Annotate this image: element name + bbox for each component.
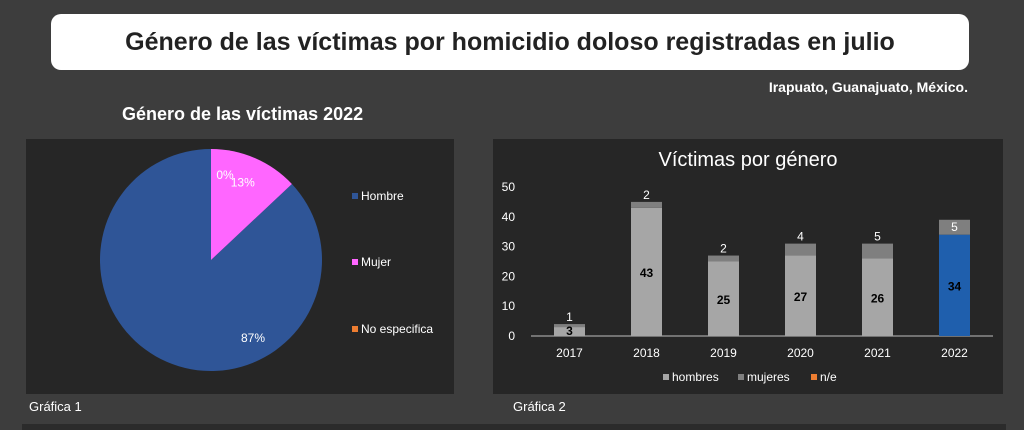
bar-hombres-2021 [862,258,893,336]
y-tick-label: 40 [502,210,516,224]
legend-marker-mujeres [738,374,744,380]
pie-slice-mujer [211,149,292,260]
legend-label: hombres [672,370,719,384]
pie-value-label: 87% [241,331,265,345]
bar-mujeres-2021 [862,243,893,259]
chart1-caption: Gráfica 1 [29,399,82,414]
y-tick-label: 20 [502,269,516,283]
data-label-hombres: 27 [794,290,808,304]
data-label-mujeres: 4 [797,230,804,244]
bar-chart: Víctimas por género 0 10 20 30 40 50 31 2017 43 2 2… [502,149,993,384]
data-label-hombres: 3 [566,324,573,338]
y-tick-label: 0 [508,329,515,343]
data-label-mujeres: 1 [566,310,573,324]
legend-marker-2 [352,326,358,332]
x-tick-label: 2022 [941,346,968,360]
bar-hombres-2019 [708,261,739,336]
data-label-mujeres: 2 [720,242,727,256]
pie-value-label: 13% [231,176,255,190]
bar-mujeres-2020 [785,243,816,256]
bar-chart-title: Víctimas por género [659,149,838,171]
x-tick-label: 2019 [710,346,737,360]
bar-hombres-2018 [631,207,662,336]
pie-value-label: 0% [216,168,234,182]
data-label-mujeres: 2 [643,188,650,202]
bar-hombres-2017 [554,327,585,336]
legend-marker-n/e [811,374,817,380]
bottom-strip [22,424,1006,430]
legend-marker-1 [352,259,358,265]
bar-mujeres-2017 [554,324,585,328]
legend-label: mujeres [747,370,790,384]
legend-label: Mujer [361,255,391,269]
bar-mujeres-2022 [939,219,970,235]
data-label-mujeres: 5 [951,220,958,234]
x-tick-label: 2017 [556,346,583,360]
data-label-hombres: 43 [640,266,654,280]
y-tick-label: 30 [502,240,516,254]
bar-hombres-2022 [939,234,970,336]
legend-label: Hombre [361,189,404,203]
x-tick-label: 2021 [864,346,891,360]
data-label-hombres: 34 [948,279,962,293]
legend-marker-0 [352,193,358,199]
y-tick-label: 50 [502,180,516,194]
data-label-mujeres: 5 [874,230,881,244]
legend-label: n/e [820,370,837,384]
title-banner: Género de las víctimas por homicidio dol… [51,14,969,70]
page-title: Género de las víctimas por homicidio dol… [125,27,895,56]
chart2-caption: Gráfica 2 [513,399,566,414]
pie-chart-panel: 87% 13% 0% Hombre Mujer No especifica [26,139,454,394]
bar-mujeres-2019 [708,255,739,262]
data-label-hombres: 26 [871,291,885,305]
x-tick-label: 2018 [633,346,660,360]
legend-label: No especifica [361,322,433,336]
pie-chart: 87% 13%0% Hombre Mujer No especifica [100,149,433,372]
data-label-hombres: 25 [717,293,731,307]
x-tick-label: 2020 [787,346,814,360]
pie-slice-hombre [100,149,323,372]
bar-chart-panel: Víctimas por género 0 10 20 30 40 50 3 1 2017 43 2 2… [493,139,1003,394]
legend-marker-hombres [663,374,669,380]
location-label: Irapuato, Guanajuato, México. [768,79,968,95]
pie-chart-title: Género de las víctimas 2022 [122,104,364,124]
y-tick-label: 10 [502,299,516,313]
bar-mujeres-2018 [631,201,662,208]
bar-hombres-2020 [785,255,816,336]
